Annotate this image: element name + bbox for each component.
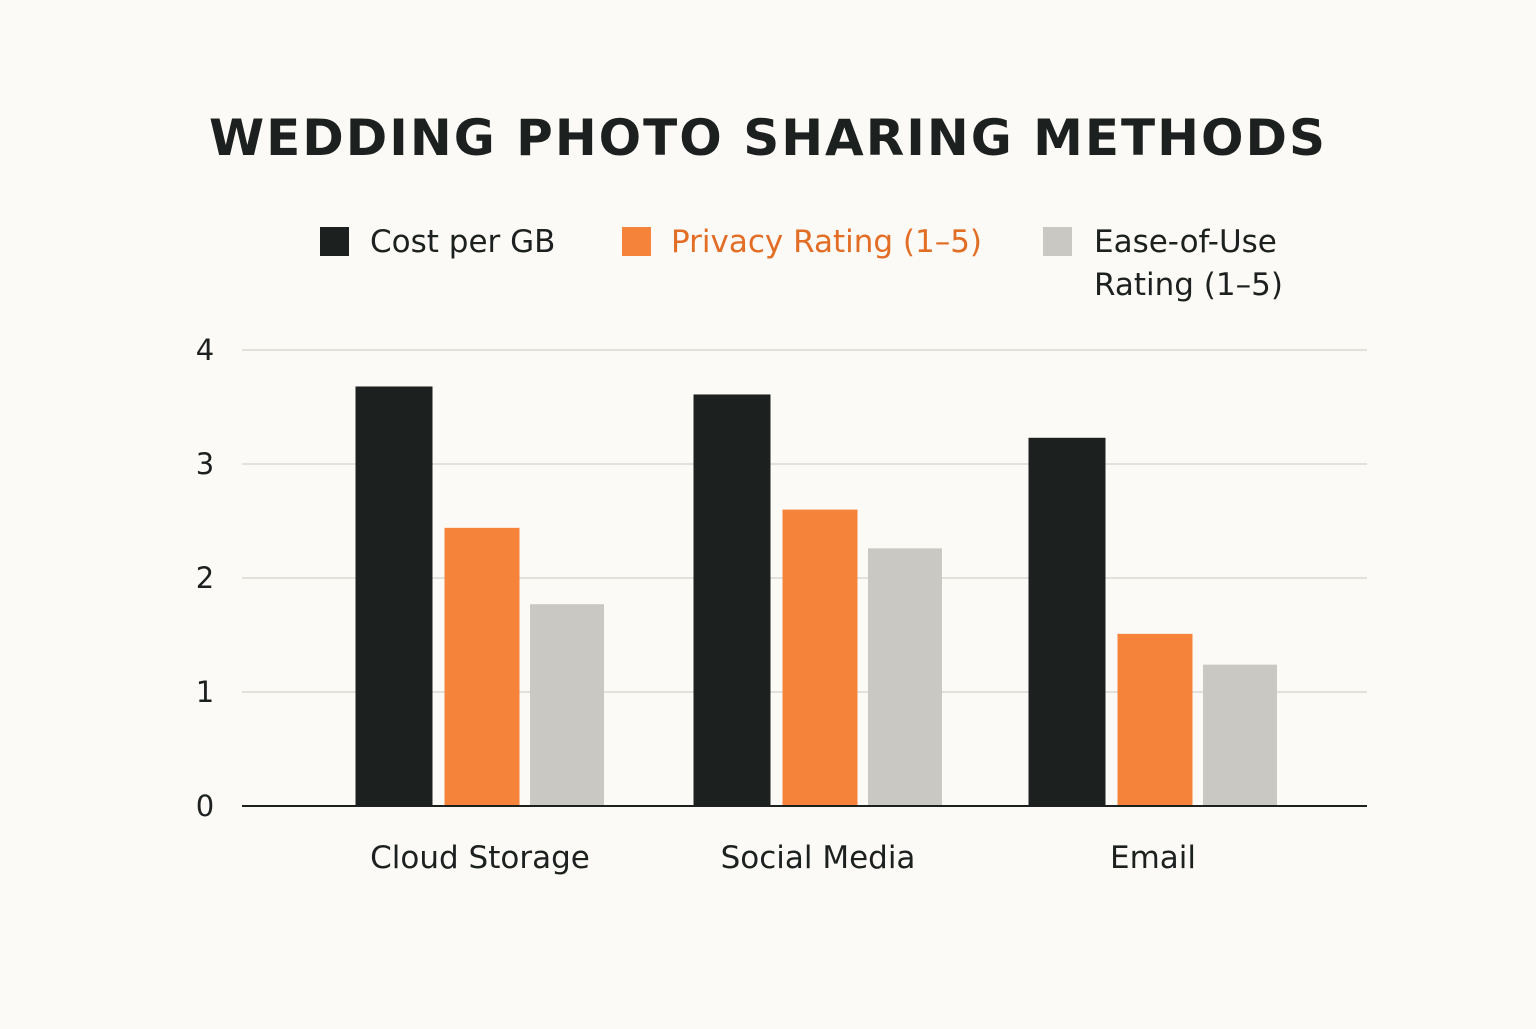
- legend-swatch: [622, 227, 651, 256]
- legend-item: Ease-of-Use Rating (1–5): [1043, 224, 1283, 303]
- x-tick-label: Cloud Storage: [370, 840, 590, 876]
- bar-cost: [1028, 437, 1106, 806]
- legend-item: Cost per GB: [320, 224, 555, 260]
- y-tick-label: 1: [196, 675, 214, 709]
- bar-privacy: [444, 527, 520, 806]
- bar-group-social-media: [693, 394, 942, 806]
- bar-privacy: [1117, 633, 1193, 806]
- bar-group-email: [1028, 437, 1277, 806]
- y-tick-label: 0: [196, 789, 214, 823]
- legend-item: Privacy Rating (1–5): [622, 224, 982, 260]
- legend-label: Privacy Rating (1–5): [671, 224, 982, 260]
- legend-label: Cost per GB: [370, 224, 555, 260]
- legend-swatch: [1043, 227, 1072, 256]
- chart-title: WEDDING PHOTO SHARING METHODS: [209, 109, 1327, 167]
- legend: Cost per GB Privacy Rating (1–5) Ease-of-U…: [320, 224, 1283, 303]
- bar-ease: [530, 604, 604, 806]
- bar-ease: [1203, 664, 1277, 806]
- legend-label: Ease-of-Use: [1094, 224, 1277, 260]
- bar-privacy: [782, 509, 858, 806]
- bar-cost: [355, 386, 433, 806]
- x-tick-label: Email: [1110, 840, 1196, 876]
- y-tick-label: 3: [196, 447, 214, 481]
- bar-ease: [868, 548, 942, 806]
- legend-swatch: [320, 227, 349, 256]
- legend-label: Rating (1–5): [1094, 267, 1283, 303]
- bar-group-cloud-storage: [355, 386, 604, 806]
- y-tick-label: 2: [196, 561, 214, 595]
- bars: Cloud Storage Social Media Email: [355, 386, 1277, 876]
- bar-cost: [693, 394, 771, 806]
- x-tick-label: Social Media: [721, 840, 916, 876]
- y-tick-label: 4: [196, 333, 214, 367]
